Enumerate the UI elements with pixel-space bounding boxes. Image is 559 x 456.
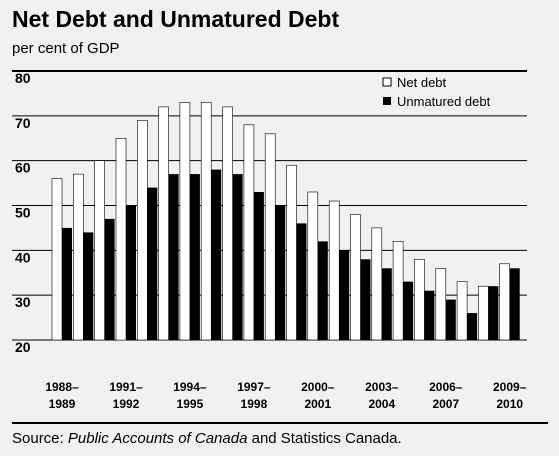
bar-unmatured-debt [488, 286, 499, 340]
bar-net-debt [115, 138, 127, 341]
bar-unmatured-debt [126, 205, 136, 340]
x-tick-label: 2004 [368, 397, 395, 411]
y-tick-label: 60 [15, 160, 31, 176]
bar-net-debt [307, 191, 319, 341]
x-tick-label: 1992 [113, 397, 140, 411]
bottom-rule [12, 422, 548, 424]
x-tick-label: 1997– [237, 380, 271, 394]
bar-unmatured-debt [339, 250, 350, 340]
bar-net-debt [264, 133, 276, 341]
bar-unmatured-debt [211, 169, 222, 340]
x-tick-label: 1998 [241, 397, 268, 411]
y-axis: 20 30 40 50 60 70 80 [15, 70, 31, 355]
y-tick-label: 80 [15, 70, 31, 86]
bar-unmatured-debt [403, 281, 414, 340]
bar-net-debt [328, 200, 340, 341]
bar-unmatured-debt [317, 241, 328, 340]
chart-title: Net Debt and Unmatured Debt [12, 6, 340, 32]
x-tick-label: 2007 [432, 397, 459, 411]
legend-label-net-debt: Net debt [397, 75, 447, 90]
legend-label-unmatured-debt: Unmatured debt [397, 94, 491, 109]
bar-net-debt [243, 124, 255, 341]
top-rule [12, 70, 527, 72]
x-tick-label: 1995 [177, 397, 204, 411]
bar-unmatured-debt [509, 268, 520, 340]
bar-net-debt [286, 164, 297, 341]
bar-unmatured-debt [83, 232, 94, 340]
bar-net-debt [137, 120, 148, 341]
bar-net-debt [94, 160, 105, 341]
bar-unmatured-debt [189, 174, 200, 340]
legend-swatch-unmatured-debt [383, 97, 391, 105]
legend-swatch-net-debt [382, 77, 392, 87]
legend: Net debt Unmatured debt [382, 75, 491, 109]
x-tick-label: 2010 [496, 397, 523, 411]
x-tick-label: 2006– [429, 380, 463, 394]
bar-net-debt [478, 285, 489, 341]
x-tick-label: 1991– [109, 380, 143, 394]
source-publication: Public Accounts of Canada [67, 430, 248, 447]
bar-net-debt [371, 227, 383, 341]
bar-net-debt [392, 241, 404, 341]
source-prefix: Source: [12, 430, 68, 447]
x-tick-label: 2009– [493, 380, 527, 394]
bar-unmatured-debt [62, 227, 72, 340]
y-tick-label: 70 [15, 115, 31, 131]
bar-unmatured-debt [104, 218, 115, 340]
bar-unmatured-debt [360, 259, 371, 340]
x-tick-label: 1989 [49, 397, 76, 411]
bar-unmatured-debt [253, 192, 264, 340]
bar-net-debt [350, 214, 361, 341]
bar-unmatured-debt [168, 174, 179, 340]
bar-net-debt [51, 178, 63, 341]
x-tick-label: 2003– [365, 380, 399, 394]
bar-unmatured-debt [232, 174, 243, 340]
bar-net-debt [158, 106, 169, 341]
bars [51, 102, 520, 341]
x-tick-label: 2001 [304, 397, 331, 411]
bar-unmatured-debt [147, 187, 158, 340]
bar-unmatured-debt [467, 313, 478, 340]
bar-net-debt [222, 106, 233, 341]
bar-unmatured-debt [275, 205, 286, 340]
y-tick-label: 50 [15, 205, 31, 221]
y-tick-label: 20 [15, 339, 31, 355]
bar-net-debt [414, 258, 425, 341]
bar-unmatured-debt [424, 290, 435, 340]
y-tick-label: 40 [15, 249, 31, 265]
bar-net-debt [200, 102, 212, 341]
bar-net-debt [179, 102, 191, 341]
x-tick-label: 1988– [45, 380, 79, 394]
bar-net-debt [456, 281, 468, 341]
source-suffix: and Statistics Canada. [247, 430, 402, 447]
bar-net-debt [435, 267, 447, 341]
bar-unmatured-debt [381, 268, 392, 340]
x-tick-label: 2000– [301, 380, 335, 394]
bar-unmatured-debt [445, 299, 456, 340]
x-axis: 1988– 1989 1991– 1992 1994– 1995 1997– 1998 2000… [45, 380, 526, 411]
bar-unmatured-debt [296, 223, 307, 340]
bar-net-debt [499, 263, 511, 341]
bar-net-debt [73, 173, 84, 341]
y-tick-label: 30 [15, 294, 31, 310]
chart-subtitle: per cent of GDP [12, 40, 120, 57]
x-tick-label: 1994– [173, 380, 207, 394]
source-note: Source: Public Accounts of Canada and St… [12, 430, 402, 447]
